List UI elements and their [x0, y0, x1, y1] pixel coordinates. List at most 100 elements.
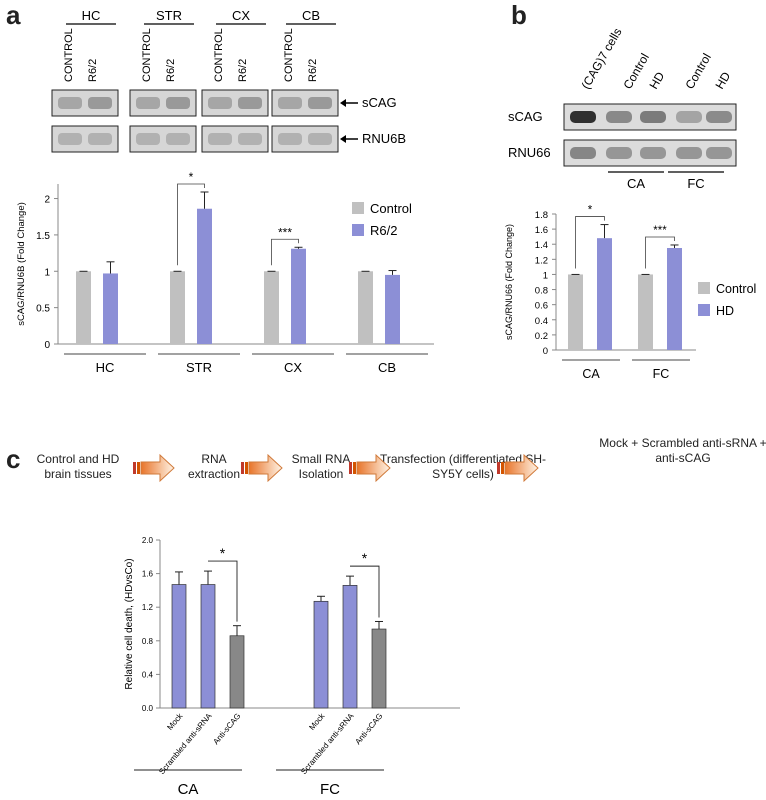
chart-a-bar-cx-r6-2	[291, 248, 306, 344]
blot-a-lane-label-cx-control: CONTROL	[213, 28, 225, 82]
chart-b-bar-ca-hd	[597, 238, 612, 350]
blot-b-band-scag-1	[606, 111, 632, 123]
chart-a-sig-bracket-str	[177, 183, 205, 266]
chart-a-sig-label-cx: ***	[278, 225, 292, 239]
blot-b-row-label-rnu66: RNU66	[508, 145, 551, 160]
blot-a-band-cx-1-0	[208, 133, 232, 145]
chart-b-y-tick-label-0-6: 0.6	[535, 301, 548, 312]
chart-b-bar-fc-hd	[667, 248, 682, 350]
blot-b-band-rnu66-3	[676, 147, 702, 159]
chart-a-legend-swatch-r6-2	[352, 224, 364, 236]
chart-a-category-label-str: STR	[186, 360, 212, 375]
blot-a-lane-label-cb-r6-2: R6/2	[307, 59, 319, 82]
blot-a-band-str-1-0	[136, 133, 160, 145]
chart-c-x-label-fc-anti-scag: Anti-sCAG	[353, 712, 384, 747]
chart-b-bar-ca-control	[568, 274, 583, 350]
blot-a-band-label-rnu6b: RNU6B	[362, 131, 406, 146]
blot-b-group-label-ca: CA	[627, 176, 645, 190]
chart-a-y-tick-label-0: 0	[44, 340, 50, 351]
chart-b-y-tick-label-0-2: 0.2	[535, 331, 548, 342]
chart-b-sig-label-ca: *	[588, 205, 593, 217]
blot-a-lane-label-cb-control: CONTROL	[283, 28, 295, 82]
blot-a-arrowhead-scag	[340, 99, 346, 107]
chart-a-bar-str-r6-2	[197, 208, 212, 344]
chart-c-x-label-ca-scrambled-anti-srna: Scrambled anti-sRNA	[157, 711, 214, 776]
blot-b-band-scag-4	[706, 111, 732, 123]
blot-a-band-cx-1-1	[238, 133, 262, 145]
chart-c-y-axis-label: Relative cell death, (HDvsCo)	[124, 558, 135, 689]
blot-a-band-hc-1-1	[88, 133, 112, 145]
blot-a-band-cb-0-1	[308, 97, 332, 109]
chart-c-y-tick-label-1-6: 1.6	[142, 570, 154, 579]
blot-b-band-scag-3	[676, 111, 702, 123]
chart-c-y-tick-label-2-0: 2.0	[142, 536, 154, 545]
chart-b-y-axis-label: sCAG/RNU66 (Fold Change)	[504, 224, 514, 340]
blot-a-lane-label-str-control: CONTROL	[141, 28, 153, 82]
blot-a-group-label-cb: CB	[302, 8, 320, 23]
chart-c-y-tick-label-0-0: 0.0	[142, 704, 154, 713]
workflow-step-2: RNA extraction	[187, 452, 241, 481]
chart-b-y-tick-label-0: 0	[543, 346, 548, 357]
chart-b-y-tick-label-0-8: 0.8	[535, 286, 548, 297]
blot-b-lane-label-hd-4: HD	[712, 69, 733, 91]
chart-b-legend-swatch-hd	[698, 304, 710, 316]
workflow-arrow-icon	[133, 453, 175, 483]
blot-b-group-label-fc: FC	[687, 176, 704, 190]
panel-label-b: b	[511, 0, 527, 30]
workflow-step-3: Small RNA Isolation	[291, 452, 351, 481]
blot-a-band-cb-1-0	[278, 133, 302, 145]
chart-a-y-tick-label-1-5: 1.5	[36, 231, 50, 242]
blot-a-band-cx-0-0	[208, 97, 232, 109]
blot-b-band-rnu66-1	[606, 147, 632, 159]
blot-a-band-hc-1-0	[58, 133, 82, 145]
blot-b-row-label-scag: sCAG	[508, 109, 543, 124]
chart-a-sig-label-str: *	[189, 170, 194, 184]
blot-a-band-cx-0-1	[238, 97, 262, 109]
chart-c-x-label-fc-mock: Mock	[307, 711, 327, 732]
chart-c-sig-label-fc: *	[362, 550, 368, 566]
blot-b-band-rnu66-4	[706, 147, 732, 159]
blot-a-group-label-cx: CX	[232, 8, 250, 23]
chart-b-y-tick-label-0-4: 0.4	[535, 316, 548, 327]
chart-b-y-tick-label-1-6: 1.6	[535, 225, 548, 236]
chart-c-bar-fc-anti-scag	[371, 628, 387, 709]
chart-a-category-label-hc: HC	[96, 360, 115, 375]
chart-b-y-tick-label-1-8: 1.8	[535, 210, 548, 221]
chart-a-y-tick-label-0-5: 0.5	[36, 304, 50, 315]
chart-b-category-label-fc: FC	[653, 367, 670, 381]
chart-a-y-axis-label: sCAG/RNU6B (Fold Change)	[16, 202, 27, 326]
blot-a-group-label-str: STR	[156, 8, 182, 23]
blot-a-band-hc-0-1	[88, 97, 112, 109]
chart-a-y-tick-label-2: 2	[44, 195, 50, 206]
blot-b-band-rnu66-2	[640, 147, 666, 159]
chart-c-y-tick-label-1-2: 1.2	[142, 603, 154, 612]
chart-a-sig-bracket-cx	[271, 238, 299, 266]
workflow-step-1: Control and HD brain tissues	[36, 452, 120, 481]
chart-b-legend-label-control: Control	[716, 282, 756, 296]
panel-label-c: c	[6, 444, 21, 474]
blot-b-lane-label-control-3: Control	[682, 51, 713, 92]
chart-a-bar-hc-r6-2	[103, 273, 118, 344]
workflow: Control and HD brain tissues RNA extracti…	[0, 436, 766, 500]
chart-a-bar-hc-control	[76, 271, 91, 344]
chart-a-y-tick-label-1: 1	[44, 267, 50, 278]
chart-c: 0.0 0.4 0.8 1.2 1.6 2.0 Relative cell death, (…	[124, 536, 460, 798]
chart-b-legend-swatch-control	[698, 282, 710, 294]
blot-b-band-rnu66-0	[570, 147, 596, 159]
chart-c-bar-fc-scrambled-anti-srna	[342, 585, 358, 709]
workflow-step-5: Mock + Scrambled anti-sRNA + anti-sCAG	[599, 436, 766, 465]
panel-label-a: a	[6, 0, 21, 30]
blot-a-group-label-hc: HC	[82, 8, 101, 23]
chart-c-sig-bracket-fc	[350, 565, 380, 618]
chart-b-category-label-ca: CA	[582, 367, 600, 381]
chart-b-sig-label-fc: ***	[653, 225, 667, 237]
chart-b-y-tick-label-1: 1	[543, 270, 548, 281]
chart-a-legend-label-r6-2: R6/2	[370, 223, 397, 238]
chart-c-bar-fc-mock	[313, 600, 329, 709]
workflow-arrow-icon	[349, 453, 391, 483]
chart-b-y-tick-label-1-2: 1.2	[535, 255, 548, 266]
blot-a-lane-label-str-r6-2: R6/2	[165, 59, 177, 82]
blot-a-band-str-0-0	[136, 97, 160, 109]
